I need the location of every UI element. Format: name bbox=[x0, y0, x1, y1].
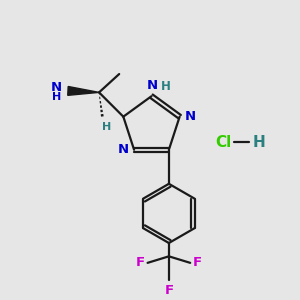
Text: F: F bbox=[136, 256, 145, 269]
Polygon shape bbox=[68, 86, 99, 95]
Text: N: N bbox=[50, 82, 62, 94]
Text: N: N bbox=[185, 110, 196, 123]
Text: N: N bbox=[146, 80, 158, 92]
Text: N: N bbox=[118, 143, 129, 156]
Text: F: F bbox=[193, 256, 202, 269]
Text: H: H bbox=[160, 80, 170, 93]
Text: H: H bbox=[252, 135, 265, 150]
Text: H: H bbox=[52, 92, 62, 102]
Text: H: H bbox=[101, 122, 111, 132]
Text: Cl: Cl bbox=[215, 135, 231, 150]
Text: F: F bbox=[164, 284, 173, 298]
